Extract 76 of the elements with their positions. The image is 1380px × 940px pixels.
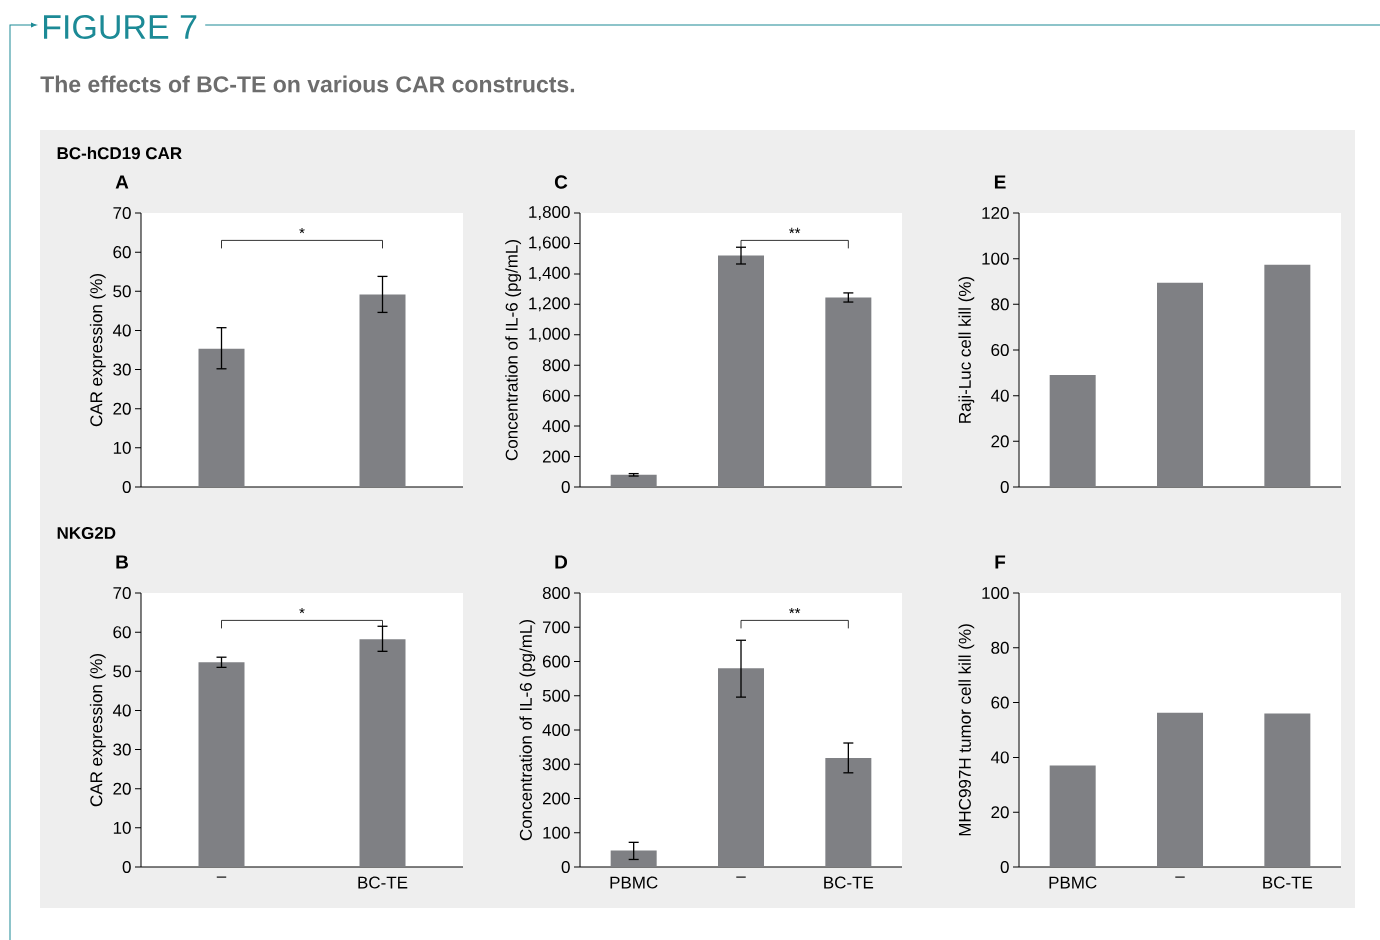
- y-tick-label: 1,600: [529, 236, 570, 251]
- x-tick-label: BC-TE: [824, 876, 874, 889]
- y-tick-label: 200: [542, 792, 570, 805]
- chart-title: E: [994, 175, 1006, 189]
- annotation: **: [789, 227, 801, 234]
- y-tick-label: 40: [112, 324, 131, 337]
- y-tick-label: 1,200: [529, 297, 570, 312]
- x-tick-label: –: [216, 876, 227, 878]
- y-tick-label: 20: [991, 435, 1009, 448]
- x-tick-label: –: [1175, 876, 1185, 878]
- chart-title: C: [554, 175, 568, 189]
- annotation: *: [299, 607, 305, 614]
- text: FIGURE 7: [44, 14, 197, 40]
- x-tick-label: PBMC: [1049, 876, 1097, 889]
- y-tick-label: 400: [542, 723, 570, 737]
- x-tick-label: BC-TE: [1263, 876, 1313, 889]
- chart-title: B: [116, 555, 128, 569]
- y-tick-label: 20: [991, 806, 1009, 819]
- y-axis-title: Concentration of IL-6 (pg/mL): [505, 240, 522, 461]
- y-tick-label: 10: [113, 441, 131, 454]
- y-tick-label: 400: [542, 420, 570, 433]
- y-tick-label: 20: [113, 402, 131, 415]
- y-tick-label: 800: [542, 586, 570, 600]
- chart-subtitle: BC-hCD19 CAR: [57, 146, 182, 160]
- y-tick-label: 30: [113, 363, 131, 376]
- y-tick-label: 60: [113, 626, 131, 639]
- y-tick-label: 70: [113, 206, 131, 220]
- y-axis-title: CAR expression (%): [89, 654, 106, 807]
- chart-title: F: [995, 555, 1006, 569]
- y-tick-label: 1,400: [529, 266, 570, 281]
- y-tick-label: 0: [122, 860, 131, 874]
- y-tick-label: 50: [113, 285, 131, 298]
- y-tick-label: 40: [112, 704, 131, 717]
- y-tick-label: 0: [561, 860, 570, 874]
- y-tick-label: 30: [113, 743, 131, 756]
- text: The effects of BC-TE on various CAR constructs.: [40, 75, 575, 93]
- y-tick-label: 60: [113, 246, 131, 259]
- y-tick-label: 40: [990, 389, 1009, 402]
- y-tick-label: 300: [542, 758, 570, 771]
- y-tick-label: 40: [990, 751, 1009, 764]
- y-axis-title: MHC997H tumor cell kill (%): [958, 624, 975, 836]
- y-tick-label: 1,000: [529, 327, 570, 342]
- y-axis-title: CAR expression (%): [89, 274, 106, 427]
- y-tick-label: 120: [982, 206, 1009, 220]
- x-tick-label: PBMC: [610, 876, 658, 889]
- y-tick-label: 0: [1000, 480, 1009, 494]
- y-tick-label: 80: [991, 641, 1009, 654]
- y-tick-label: 600: [542, 389, 570, 402]
- y-tick-label: 50: [113, 665, 131, 678]
- y-tick-label: 600: [542, 655, 570, 668]
- y-tick-label: 10: [113, 821, 131, 834]
- y-tick-label: 500: [542, 689, 570, 702]
- y-axis-title: Raji-Luc cell kill (%): [958, 276, 975, 423]
- y-tick-label: 700: [542, 621, 570, 634]
- y-tick-label: 0: [122, 480, 131, 494]
- y-tick-label: 0: [561, 480, 570, 494]
- y-tick-label: 1,800: [529, 205, 570, 221]
- y-tick-label: 60: [991, 343, 1009, 357]
- y-tick-label: 100: [982, 586, 1009, 600]
- y-tick-label: 20: [113, 782, 131, 795]
- chart-subtitle: NKG2D: [57, 526, 116, 540]
- y-tick-label: 100: [982, 252, 1009, 265]
- y-tick-label: 60: [991, 696, 1009, 709]
- y-tick-label: 0: [1000, 860, 1009, 874]
- y-tick-label: 200: [542, 450, 570, 463]
- annotation: *: [299, 227, 305, 234]
- annotation: **: [789, 607, 801, 614]
- y-tick-label: 70: [113, 586, 131, 600]
- y-tick-label: 100: [543, 826, 570, 839]
- y-tick-label: 800: [542, 359, 570, 372]
- chart-title: A: [115, 175, 129, 189]
- y-axis-title: Concentration of IL-6 (pg/mL): [519, 620, 536, 841]
- x-tick-label: BC-TE: [358, 876, 408, 889]
- x-tick-label: –: [736, 876, 746, 878]
- chart-title: D: [555, 555, 568, 569]
- y-tick-label: 80: [991, 298, 1009, 311]
